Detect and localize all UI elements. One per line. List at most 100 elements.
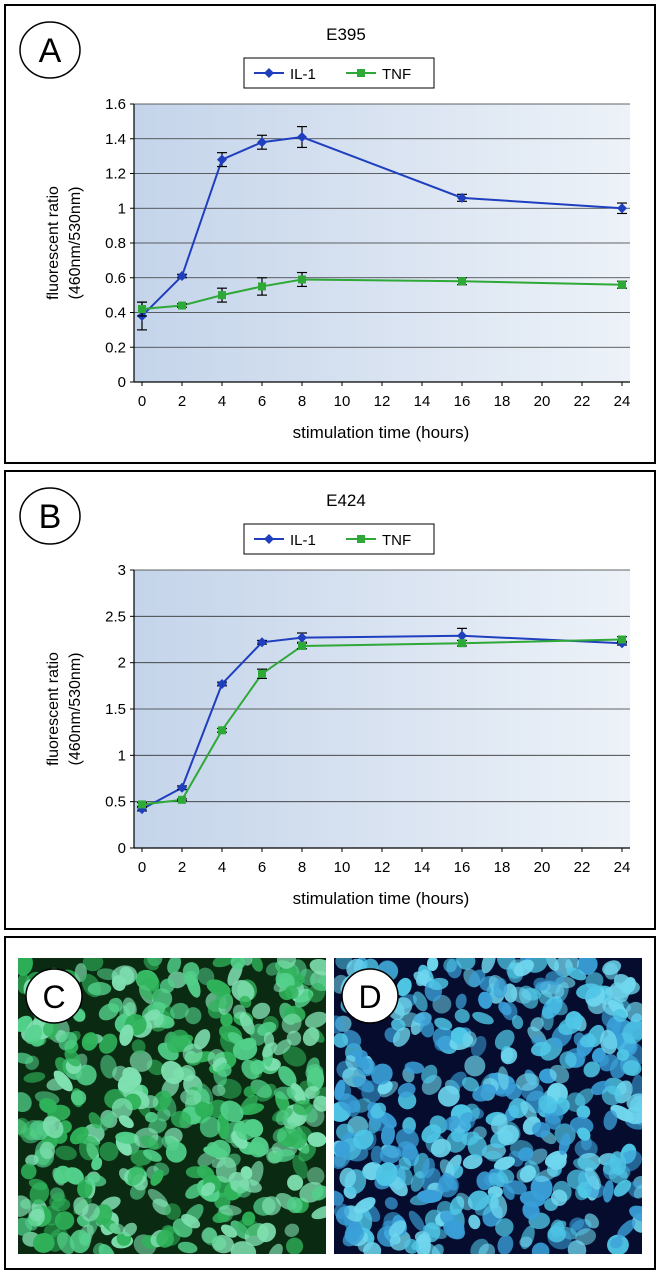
- cell: [334, 1079, 346, 1101]
- legend-label: IL-1: [290, 66, 316, 83]
- cell: [408, 1210, 425, 1232]
- cell: [468, 969, 486, 987]
- point-il-1: [617, 203, 627, 214]
- cell: [421, 1064, 438, 1084]
- y-tick-label: 0.6: [105, 270, 126, 287]
- panel-b: B E424 IL-1 TNF 0 0.5 1 1.5 2 2.5 3 0 2 4 6 8 10 12 14 16 18…: [4, 470, 656, 930]
- cell: [292, 1100, 313, 1116]
- cell: [250, 1079, 272, 1098]
- cell: [613, 1009, 628, 1023]
- cell: [92, 1242, 105, 1254]
- x-tick-label: 12: [374, 393, 391, 410]
- cell: [122, 997, 137, 1018]
- cell: [609, 1237, 623, 1249]
- cell: [251, 958, 263, 972]
- panel-letter: C: [42, 979, 65, 1015]
- cell: [478, 991, 493, 1009]
- cell: [282, 1046, 307, 1067]
- x-tick-label: 24: [614, 393, 631, 410]
- y-axis-label-line2: (460nm/530nm): [67, 653, 84, 766]
- cell: [159, 978, 175, 994]
- cell: [497, 1234, 514, 1254]
- cell: [610, 1057, 627, 1079]
- x-tick-label: 6: [258, 393, 266, 410]
- micrograph-c: C: [18, 958, 326, 1254]
- point-tnf: [218, 726, 226, 735]
- cell: [353, 1197, 376, 1214]
- cell: [263, 1032, 275, 1048]
- cell: [622, 977, 636, 994]
- cell: [421, 1157, 435, 1179]
- cell: [69, 1229, 91, 1254]
- cell: [613, 1179, 632, 1197]
- cell: [202, 1227, 218, 1246]
- cell: [302, 1027, 320, 1046]
- cell: [140, 1135, 159, 1150]
- cell: [416, 1189, 443, 1203]
- cell: [265, 962, 281, 976]
- cell: [515, 1073, 540, 1091]
- cell: [252, 1002, 271, 1020]
- cell: [566, 967, 587, 981]
- cell: [43, 1223, 61, 1238]
- cell: [275, 1110, 289, 1126]
- y-tick-label: 1: [118, 747, 126, 764]
- cell: [42, 1116, 64, 1139]
- y-tick-label: 1.6: [105, 96, 126, 113]
- cell: [273, 1039, 292, 1056]
- cell: [442, 1172, 458, 1191]
- cell: [415, 1233, 431, 1254]
- cell: [530, 1017, 544, 1032]
- cell: [534, 1168, 559, 1183]
- cell: [170, 1002, 189, 1020]
- x-tick-label: 0: [138, 393, 146, 410]
- y-axis-label-line1: fluorescent ratio: [45, 652, 62, 766]
- y-tick-label: 0: [118, 374, 126, 391]
- cell: [18, 1117, 31, 1138]
- point-il-1: [217, 154, 227, 165]
- cell: [370, 1102, 387, 1119]
- cell: [177, 1241, 198, 1254]
- x-tick-label: 0: [138, 859, 146, 876]
- cell: [75, 1064, 97, 1086]
- cell: [243, 1086, 256, 1098]
- cell: [261, 1196, 281, 1216]
- point-il-1: [257, 637, 267, 648]
- x-tick-label: 4: [218, 859, 226, 876]
- x-tick-label: 16: [454, 859, 471, 876]
- cell: [18, 958, 33, 976]
- cell: [220, 1012, 233, 1027]
- cell: [311, 1205, 326, 1220]
- cell: [18, 1092, 32, 1113]
- panel-letter: A: [39, 32, 62, 70]
- cell: [143, 958, 160, 971]
- cell: [18, 1052, 34, 1064]
- cell: [200, 1182, 216, 1197]
- cell: [145, 1009, 161, 1022]
- cell: [574, 1088, 594, 1106]
- cell: [352, 1076, 375, 1093]
- cell: [384, 1197, 398, 1210]
- cell: [218, 1205, 242, 1216]
- legend-marker-il-1: [264, 534, 274, 544]
- cell: [139, 978, 160, 1000]
- cell: [462, 1031, 477, 1048]
- cell: [576, 983, 602, 1000]
- x-tick-label: 6: [258, 859, 266, 876]
- cell: [273, 1149, 295, 1163]
- point-tnf: [178, 301, 186, 310]
- panel-a: A E395 IL-1 TNF 0 0.2 0.4 0.6 0.8 1 1.2 1.4 1.6 0 2 4 6 8…: [4, 4, 656, 464]
- cell: [617, 1219, 636, 1238]
- x-tick-label: 18: [494, 859, 511, 876]
- chart-title: E424: [326, 491, 366, 510]
- point-tnf: [298, 641, 306, 650]
- cell: [519, 1165, 536, 1183]
- cell: [99, 1033, 118, 1054]
- point-tnf: [218, 291, 226, 300]
- point-tnf: [618, 635, 626, 644]
- cell: [88, 1112, 102, 1129]
- cell: [24, 1024, 43, 1045]
- cell: [194, 1101, 211, 1118]
- y-tick-label: 1.2: [105, 166, 126, 183]
- legend-label: TNF: [382, 66, 411, 83]
